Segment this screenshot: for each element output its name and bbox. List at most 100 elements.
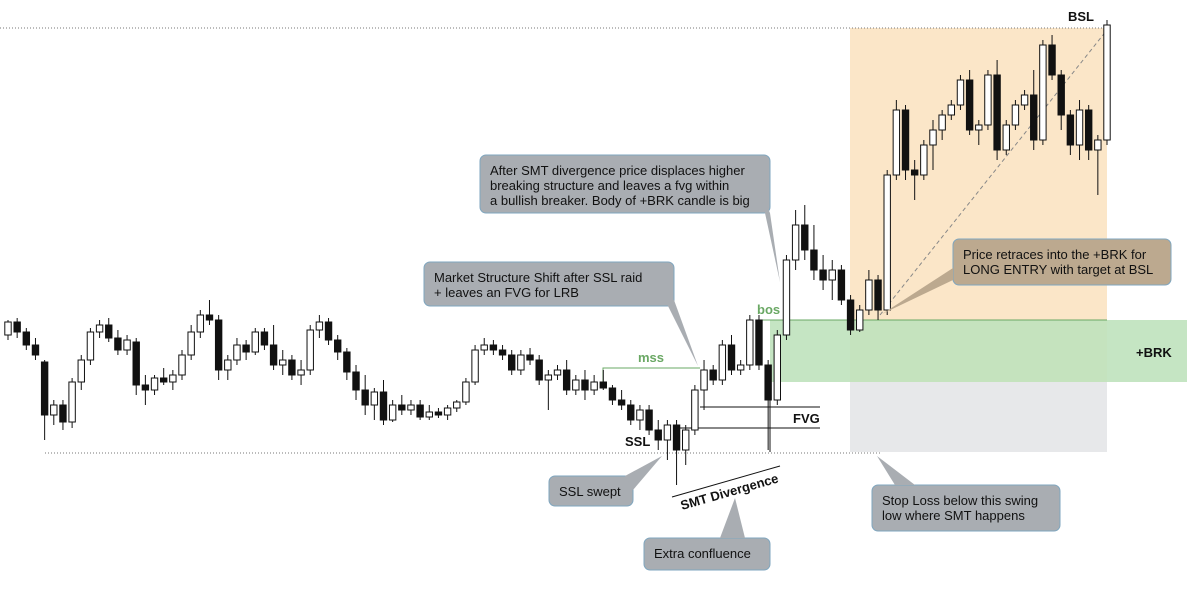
callout-box — [423, 261, 675, 307]
candle-body — [279, 359, 287, 366]
candle-body — [1002, 124, 1010, 151]
candle-body — [498, 349, 507, 356]
candle-body — [40, 361, 49, 416]
candle-body — [910, 169, 919, 176]
candle-body — [590, 381, 598, 391]
candle-body — [370, 391, 379, 406]
candle-body — [1030, 94, 1038, 141]
candle-body — [645, 409, 653, 431]
candles — [4, 20, 1111, 485]
candle-body — [31, 344, 40, 356]
candle-body — [50, 404, 58, 416]
candle-body — [791, 224, 800, 261]
callout: Market Structure Shift after SSL raid+ l… — [423, 261, 698, 366]
candle-body — [361, 389, 369, 406]
candle-body — [599, 381, 607, 389]
candle-body — [975, 124, 983, 131]
candle-body — [920, 144, 928, 176]
candle-body — [205, 314, 214, 321]
target-path — [879, 29, 1108, 316]
callout-text: LONG ENTRY with target at BSL — [963, 262, 1153, 277]
candle-body — [993, 74, 1001, 151]
callout-pointer — [882, 268, 953, 314]
candle-body — [755, 319, 763, 366]
candle-body — [1066, 114, 1075, 146]
candle-body — [398, 404, 406, 411]
candle-body — [856, 309, 864, 331]
callout-box — [548, 475, 634, 507]
candle-body — [773, 334, 781, 401]
candle-body — [343, 351, 351, 373]
candle-body — [269, 344, 278, 366]
candle-body — [1075, 109, 1084, 146]
candle-body — [105, 324, 113, 339]
callout-pointer — [625, 456, 662, 490]
candle-body — [526, 354, 534, 361]
candle-body — [874, 279, 882, 311]
callout: After SMT divergence price displaces hig… — [479, 154, 780, 282]
candle-body — [846, 299, 855, 331]
callout-text: breaking structure and leaves a fvg with… — [490, 178, 729, 193]
candle-body — [764, 364, 772, 401]
callout-text: After SMT divergence price displaces hig… — [490, 163, 745, 178]
candle-body — [178, 354, 186, 376]
candle-body — [1084, 109, 1093, 151]
ssl-label: SSL — [625, 434, 650, 449]
candle-body — [984, 74, 992, 126]
candle-body — [425, 411, 433, 418]
candle-body — [86, 331, 95, 361]
callout-text: low where SMT happens — [882, 508, 1025, 523]
candle-body — [562, 369, 571, 391]
candle-body — [819, 269, 827, 281]
candle-body — [114, 337, 122, 351]
brk-label: +BRK — [1136, 345, 1172, 360]
candle-body — [929, 129, 937, 146]
callout: Extra confluence — [643, 498, 771, 571]
candle-body — [517, 354, 525, 371]
candle-body — [572, 379, 580, 391]
candle-body — [810, 249, 818, 271]
candle-body — [288, 359, 296, 376]
candle-body — [892, 109, 901, 176]
candle-body — [718, 344, 727, 381]
candle-body — [544, 374, 553, 381]
candle-body — [682, 429, 690, 451]
bsl-label: BSL — [1068, 9, 1094, 24]
candle-body — [746, 319, 754, 366]
candle-body — [22, 331, 31, 346]
candle-body — [837, 269, 846, 301]
candle-body — [260, 331, 269, 346]
candle-body — [782, 259, 791, 336]
candle-body — [434, 411, 443, 416]
candle-body — [1057, 74, 1065, 116]
candle-body — [315, 321, 324, 331]
candle-body — [801, 224, 809, 251]
candle-body — [95, 324, 104, 333]
candle-body — [1094, 139, 1102, 151]
candle-body — [77, 359, 85, 383]
candle-body — [901, 109, 910, 171]
candle-body — [150, 377, 159, 391]
candle-body — [443, 407, 452, 416]
candle-body — [700, 369, 708, 391]
candle-body — [508, 354, 516, 371]
candle-body — [251, 331, 259, 353]
callout-pointer — [660, 290, 698, 366]
candle-body — [388, 404, 397, 421]
candle-body — [617, 399, 626, 406]
fvg-label: FVG — [793, 411, 820, 426]
bos-label: bos — [757, 302, 780, 317]
candle-body — [4, 321, 12, 336]
candle-body — [947, 104, 956, 116]
candle-body — [224, 359, 232, 371]
brk-zone — [770, 320, 1187, 382]
candle-body — [416, 404, 424, 418]
mss-line — [602, 367, 700, 386]
candle-body — [1048, 44, 1056, 76]
candle-body — [1011, 104, 1020, 126]
callout: SSL swept — [548, 456, 662, 507]
callout-text: Extra confluence — [654, 546, 751, 561]
candle-body — [581, 379, 589, 391]
